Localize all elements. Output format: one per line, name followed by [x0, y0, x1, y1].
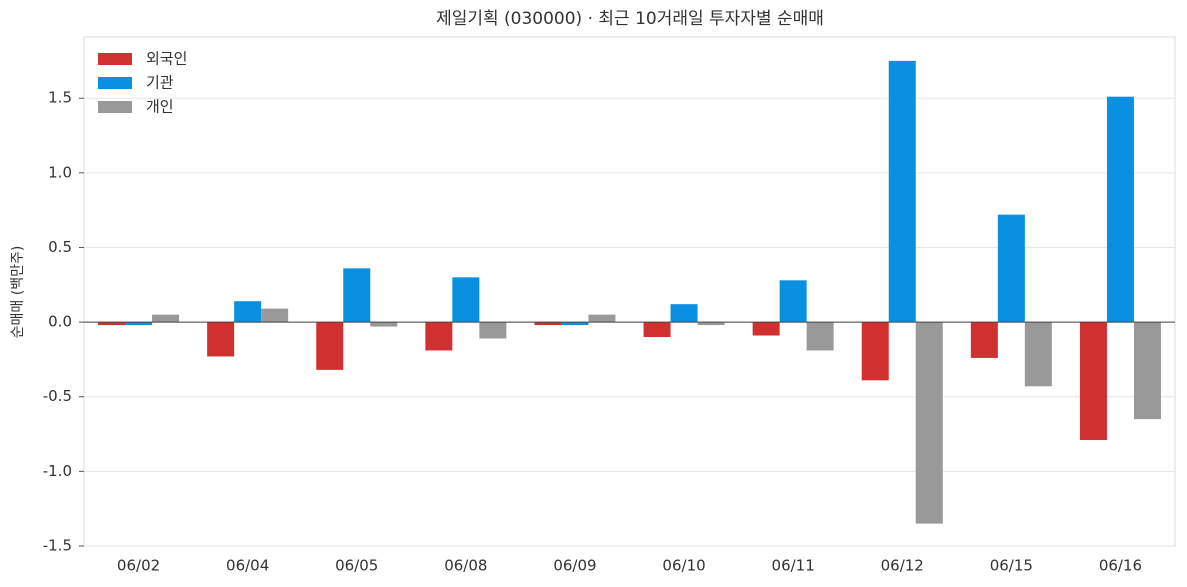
legend-swatch: [98, 53, 132, 65]
bar: [561, 322, 589, 326]
x-tick-label: 06/09: [553, 557, 596, 575]
bar: [588, 314, 616, 323]
bar: [370, 322, 398, 327]
y-tick-label: 0.5: [48, 238, 72, 256]
y-tick-label: 1.0: [48, 163, 72, 181]
bar: [98, 322, 126, 326]
bar: [343, 268, 371, 323]
x-tick-label: 06/16: [1099, 557, 1142, 575]
bar: [997, 214, 1025, 323]
legend-label: 개인: [146, 98, 174, 116]
bar: [806, 322, 834, 351]
x-tick-label: 06/05: [335, 557, 378, 575]
bar: [452, 277, 480, 323]
bar: [697, 322, 725, 326]
bar: [970, 322, 998, 358]
bar: [207, 322, 235, 357]
bar: [861, 322, 889, 381]
x-tick-label: 06/12: [881, 557, 924, 575]
bar: [316, 322, 344, 370]
y-tick-label: 0.0: [48, 313, 72, 331]
bar: [888, 60, 916, 323]
bar: [1106, 96, 1134, 323]
bar: [1079, 322, 1107, 441]
bar: [234, 301, 262, 323]
bar: [261, 308, 289, 323]
bar: [752, 322, 780, 336]
x-tick-label: 06/15: [990, 557, 1033, 575]
bar: [479, 322, 507, 339]
x-tick-label: 06/02: [117, 557, 160, 575]
chart-title: 제일기획 (030000) · 최근 10거래일 투자자별 순매매: [436, 9, 824, 29]
bar: [643, 322, 671, 338]
y-tick-label: -1.5: [43, 537, 72, 555]
bar: [1133, 322, 1161, 420]
bar: [915, 322, 943, 524]
plot-frame: [83, 36, 1176, 547]
bar: [779, 280, 807, 323]
x-tick-label: 06/08: [444, 557, 487, 575]
x-tick-label: 06/11: [772, 557, 815, 575]
bar: [125, 322, 153, 326]
y-tick-label: -1.0: [43, 462, 72, 480]
bar: [1024, 322, 1052, 387]
bar: [152, 314, 180, 323]
legend-swatch: [98, 77, 132, 89]
legend-swatch: [98, 101, 132, 113]
y-tick-label: -0.5: [43, 387, 72, 405]
legend-label: 외국인: [146, 50, 187, 68]
y-axis-label: 순매매 (백만주): [10, 246, 26, 339]
y-tick-label: 1.5: [48, 89, 72, 107]
bar: [670, 304, 698, 323]
x-tick-label: 06/04: [226, 557, 269, 575]
bar: [425, 322, 453, 351]
x-tick-label: 06/10: [662, 557, 705, 575]
legend-label: 기관: [146, 74, 174, 92]
bar: [534, 322, 562, 326]
